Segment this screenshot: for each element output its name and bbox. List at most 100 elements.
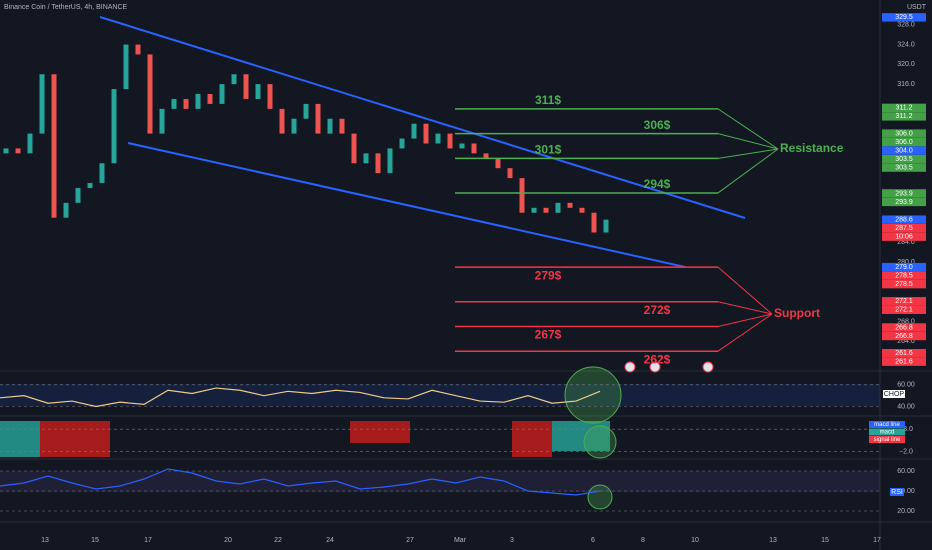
event-flag[interactable]: [702, 361, 714, 373]
price-tick-label: 264.0: [897, 338, 915, 345]
candle: [207, 94, 213, 104]
price-tag-label: 311.2: [896, 113, 913, 120]
candle: [483, 153, 489, 159]
level-label: 294$: [644, 177, 671, 191]
histogram-area: [0, 421, 40, 457]
histogram-area: [350, 421, 410, 443]
chop-tag: [883, 390, 905, 398]
upper-trendline: [99, 16, 746, 219]
candle: [279, 108, 285, 134]
candle: [171, 98, 177, 109]
time-label: 27: [406, 537, 414, 544]
candle: [315, 103, 321, 134]
macd-legend-label: macd: [880, 430, 895, 436]
candle: [303, 103, 309, 119]
price-tick-label: 280.0: [897, 259, 915, 266]
level-label: 262$: [644, 352, 671, 366]
candle: [459, 143, 465, 149]
level-label: 306$: [644, 118, 671, 132]
candle: [447, 133, 453, 149]
countdown: 10:06: [895, 233, 913, 240]
candle: [423, 123, 429, 144]
level-label: 311$: [535, 93, 561, 107]
candle: [39, 74, 45, 134]
arrow: [717, 133, 779, 150]
time-label: 20: [224, 537, 232, 544]
price-tag-label: 261.6: [895, 359, 913, 366]
price-tag-label: 266.8: [895, 324, 913, 331]
candle: [519, 178, 525, 213]
time-label: 6: [591, 537, 595, 544]
price-tag-label: 306.0: [895, 139, 913, 146]
event-flag[interactable]: [624, 361, 636, 373]
level-label: 267$: [535, 328, 562, 342]
rsi-band: [0, 471, 880, 492]
price-tag: [882, 137, 926, 147]
indicator-tick-label: 20.00: [897, 508, 915, 515]
time-label: 13: [41, 537, 49, 544]
price-tag: [882, 279, 926, 289]
candle: [591, 212, 597, 233]
candle: [507, 168, 513, 179]
price-tag-label: 293.9: [895, 199, 913, 206]
price-tag: [882, 331, 926, 341]
arrow: [717, 108, 779, 150]
indicator-tick-label: 60.00: [897, 382, 915, 389]
price-tick-label: 284.0: [897, 239, 915, 246]
time-label: 3: [510, 537, 514, 544]
candle: [579, 207, 585, 213]
macd-legend-tag: [869, 428, 905, 436]
price-tag: [882, 189, 926, 198]
rsi-name: RSI: [891, 489, 903, 496]
level-label: 301$: [535, 142, 562, 156]
indicator-tick-label: 40.00: [897, 488, 915, 495]
candle: [363, 153, 369, 164]
macd-histogram: [0, 421, 610, 457]
price-tag: [882, 297, 926, 306]
candle: [75, 188, 81, 203]
candle: [111, 89, 117, 164]
candle: [411, 123, 417, 139]
candle: [3, 148, 9, 154]
price-tag-label: 278.5: [895, 281, 913, 288]
price-tick-label: 324.0: [897, 41, 915, 48]
candle: [267, 84, 273, 109]
event-flag[interactable]: [649, 361, 661, 373]
price-tag: [882, 129, 926, 138]
resistance-label: Resistance: [780, 141, 844, 155]
time-label: 24: [326, 537, 334, 544]
price-tag-label: 261.6: [895, 350, 913, 357]
indicator-tick-label: 40.00: [897, 403, 915, 410]
symbol-title: Binance Coin / TetherUS, 4h, BINANCE: [4, 4, 128, 11]
chop-line: [0, 387, 601, 408]
macd-legend-tag: [869, 436, 905, 443]
candle: [291, 118, 297, 134]
price-tag: [882, 215, 926, 224]
candle: [219, 84, 225, 104]
price-tag-label: 288.6: [895, 216, 913, 223]
price-tag-label: 272.1: [895, 307, 913, 314]
support-label: Support: [774, 306, 820, 320]
price-tick-label: 316.0: [897, 81, 915, 88]
candle: [567, 202, 573, 208]
price-tag: [882, 262, 926, 272]
candle: [63, 202, 69, 218]
lower-trendline: [127, 142, 686, 268]
time-label: 10: [691, 537, 699, 544]
price-tag: [882, 163, 926, 172]
candle: [387, 148, 393, 174]
candle: [255, 84, 261, 99]
countdown-tag: [882, 232, 926, 241]
price-tag-label: 266.8: [895, 333, 913, 340]
price-tag: [882, 305, 926, 314]
candle: [555, 202, 561, 213]
candle: [399, 138, 405, 149]
level-label: 279$: [535, 268, 562, 282]
price-tag: [882, 357, 926, 366]
level-label: 272$: [644, 303, 671, 317]
macd-legend-label: signal line: [874, 437, 901, 443]
time-label: 15: [91, 537, 99, 544]
time-label: 22: [274, 537, 282, 544]
arrow: [717, 301, 773, 315]
